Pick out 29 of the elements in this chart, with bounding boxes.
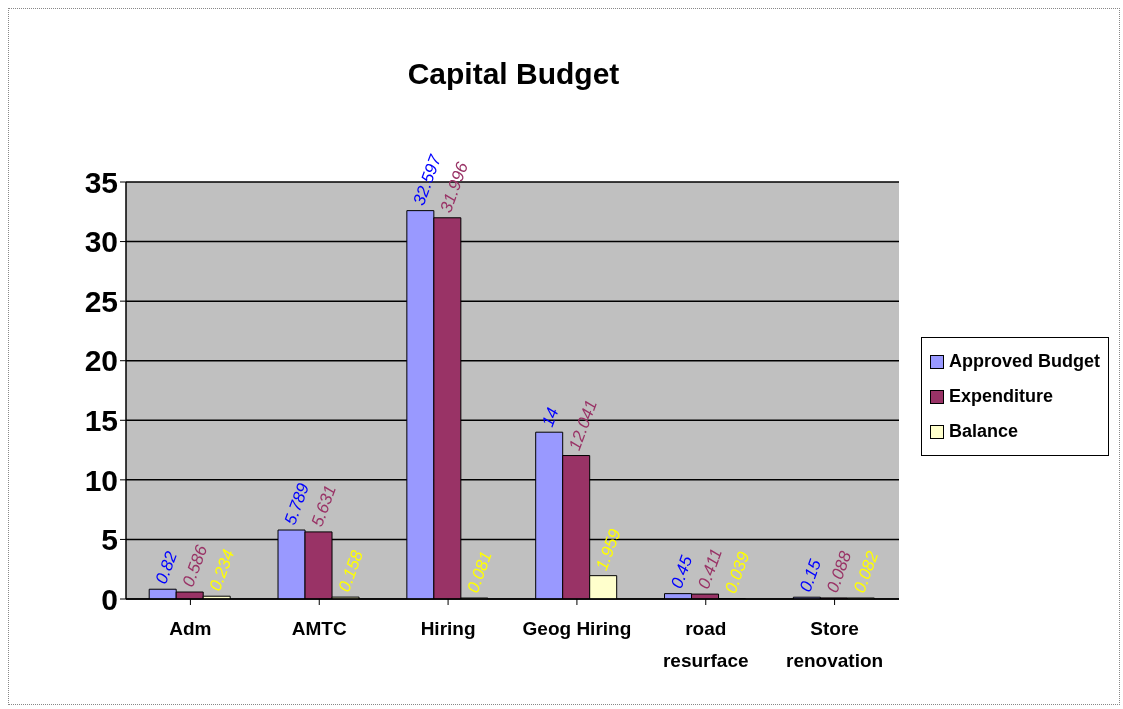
data-label: 0.081 [463,548,496,596]
data-label: 0.15 [795,556,826,595]
y-tick-label: 20 [84,344,118,378]
y-tick-label: 0 [101,582,118,616]
y-tick-label: 25 [84,284,118,318]
y-tick-label: 15 [84,403,118,437]
legend-label: Balance [948,420,1020,443]
data-label: 0.234 [205,546,239,594]
x-tick-label: Hiring [420,618,476,639]
x-tick-label: Geog Hiring [522,618,632,639]
chart-title: Capital Budget [406,57,621,91]
y-tick-label: 10 [84,463,118,497]
legend-label: Approved Budget [948,350,1100,373]
data-label: 0.158 [334,547,368,595]
data-label: 1.959 [592,525,625,573]
data-label: 12.041 [565,397,601,453]
data-label: 0.45 [667,552,697,591]
data-label: 14 [538,405,563,430]
y-tick-label: 35 [84,165,118,199]
data-label: 5.631 [307,482,340,530]
x-tick-label: AMTC [291,618,347,639]
x-tick-label: Adm [169,618,212,639]
data-label: 0.82 [151,548,182,587]
data-label: 0.082 [849,548,883,596]
x-tick-label: Store renovation [786,618,884,671]
y-tick-label: 5 [101,523,118,557]
legend-label: Expenditure [948,385,1055,408]
y-tick-label: 30 [84,225,118,259]
x-tick-label: road resurface [662,618,749,671]
